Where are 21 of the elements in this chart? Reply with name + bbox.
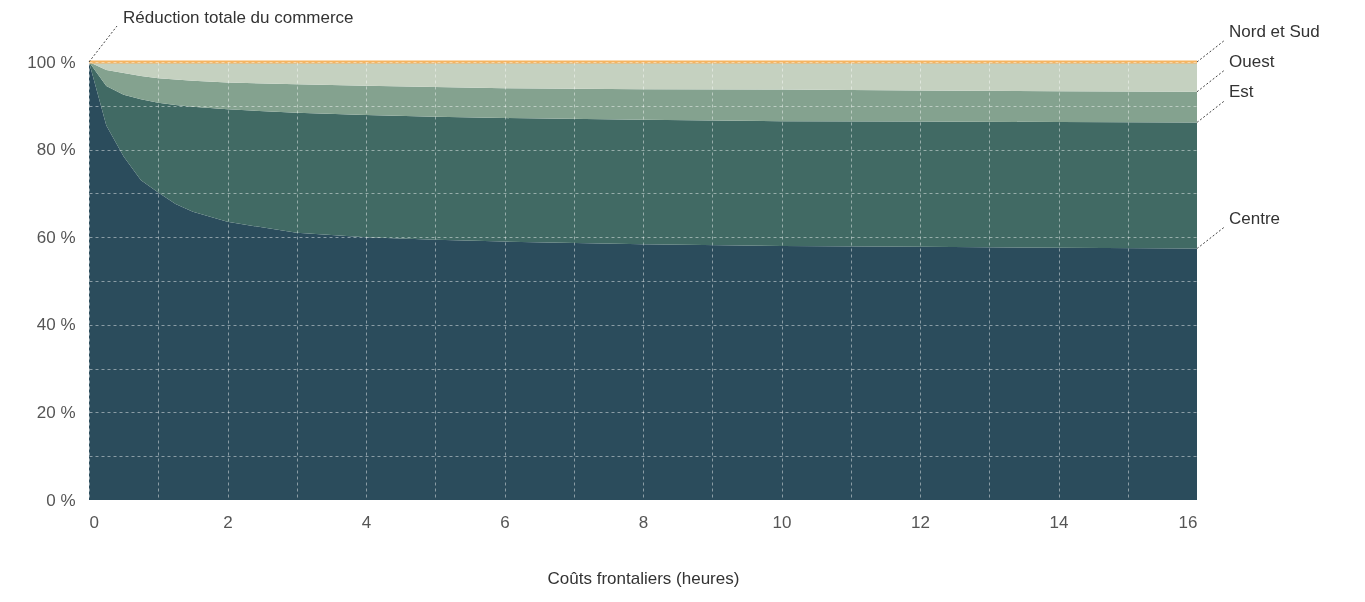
y-tick-label: 0 % xyxy=(46,490,76,510)
x-tick-label: 0 xyxy=(89,512,99,532)
x-tick-label: 16 xyxy=(1178,512,1198,532)
y-tick-label: 40 % xyxy=(36,315,76,335)
x-tick-label: 14 xyxy=(1049,512,1069,532)
text: Ouest xyxy=(1229,51,1275,71)
x-tick-label: 6 xyxy=(500,512,510,532)
y-tick-label: 80 % xyxy=(36,140,76,160)
text: Centre xyxy=(1229,208,1281,228)
x-tick-label: 8 xyxy=(638,512,649,532)
y-tick-label: 100 % xyxy=(27,52,76,72)
x-tick-label: 4 xyxy=(361,512,372,532)
x-tick-label: 10 xyxy=(772,512,792,532)
text: Nord et Sud xyxy=(1229,22,1320,41)
x-tick-label: 2 xyxy=(223,512,233,532)
y-tick-label: 20 % xyxy=(36,402,76,422)
x-tick-label: 12 xyxy=(911,512,930,532)
text: Est xyxy=(1229,82,1254,102)
x-axis-title: Coûts frontaliers (heures) xyxy=(547,568,740,588)
text: Réduction totale du commerce xyxy=(123,8,354,27)
y-tick-label: 60 % xyxy=(36,227,76,247)
